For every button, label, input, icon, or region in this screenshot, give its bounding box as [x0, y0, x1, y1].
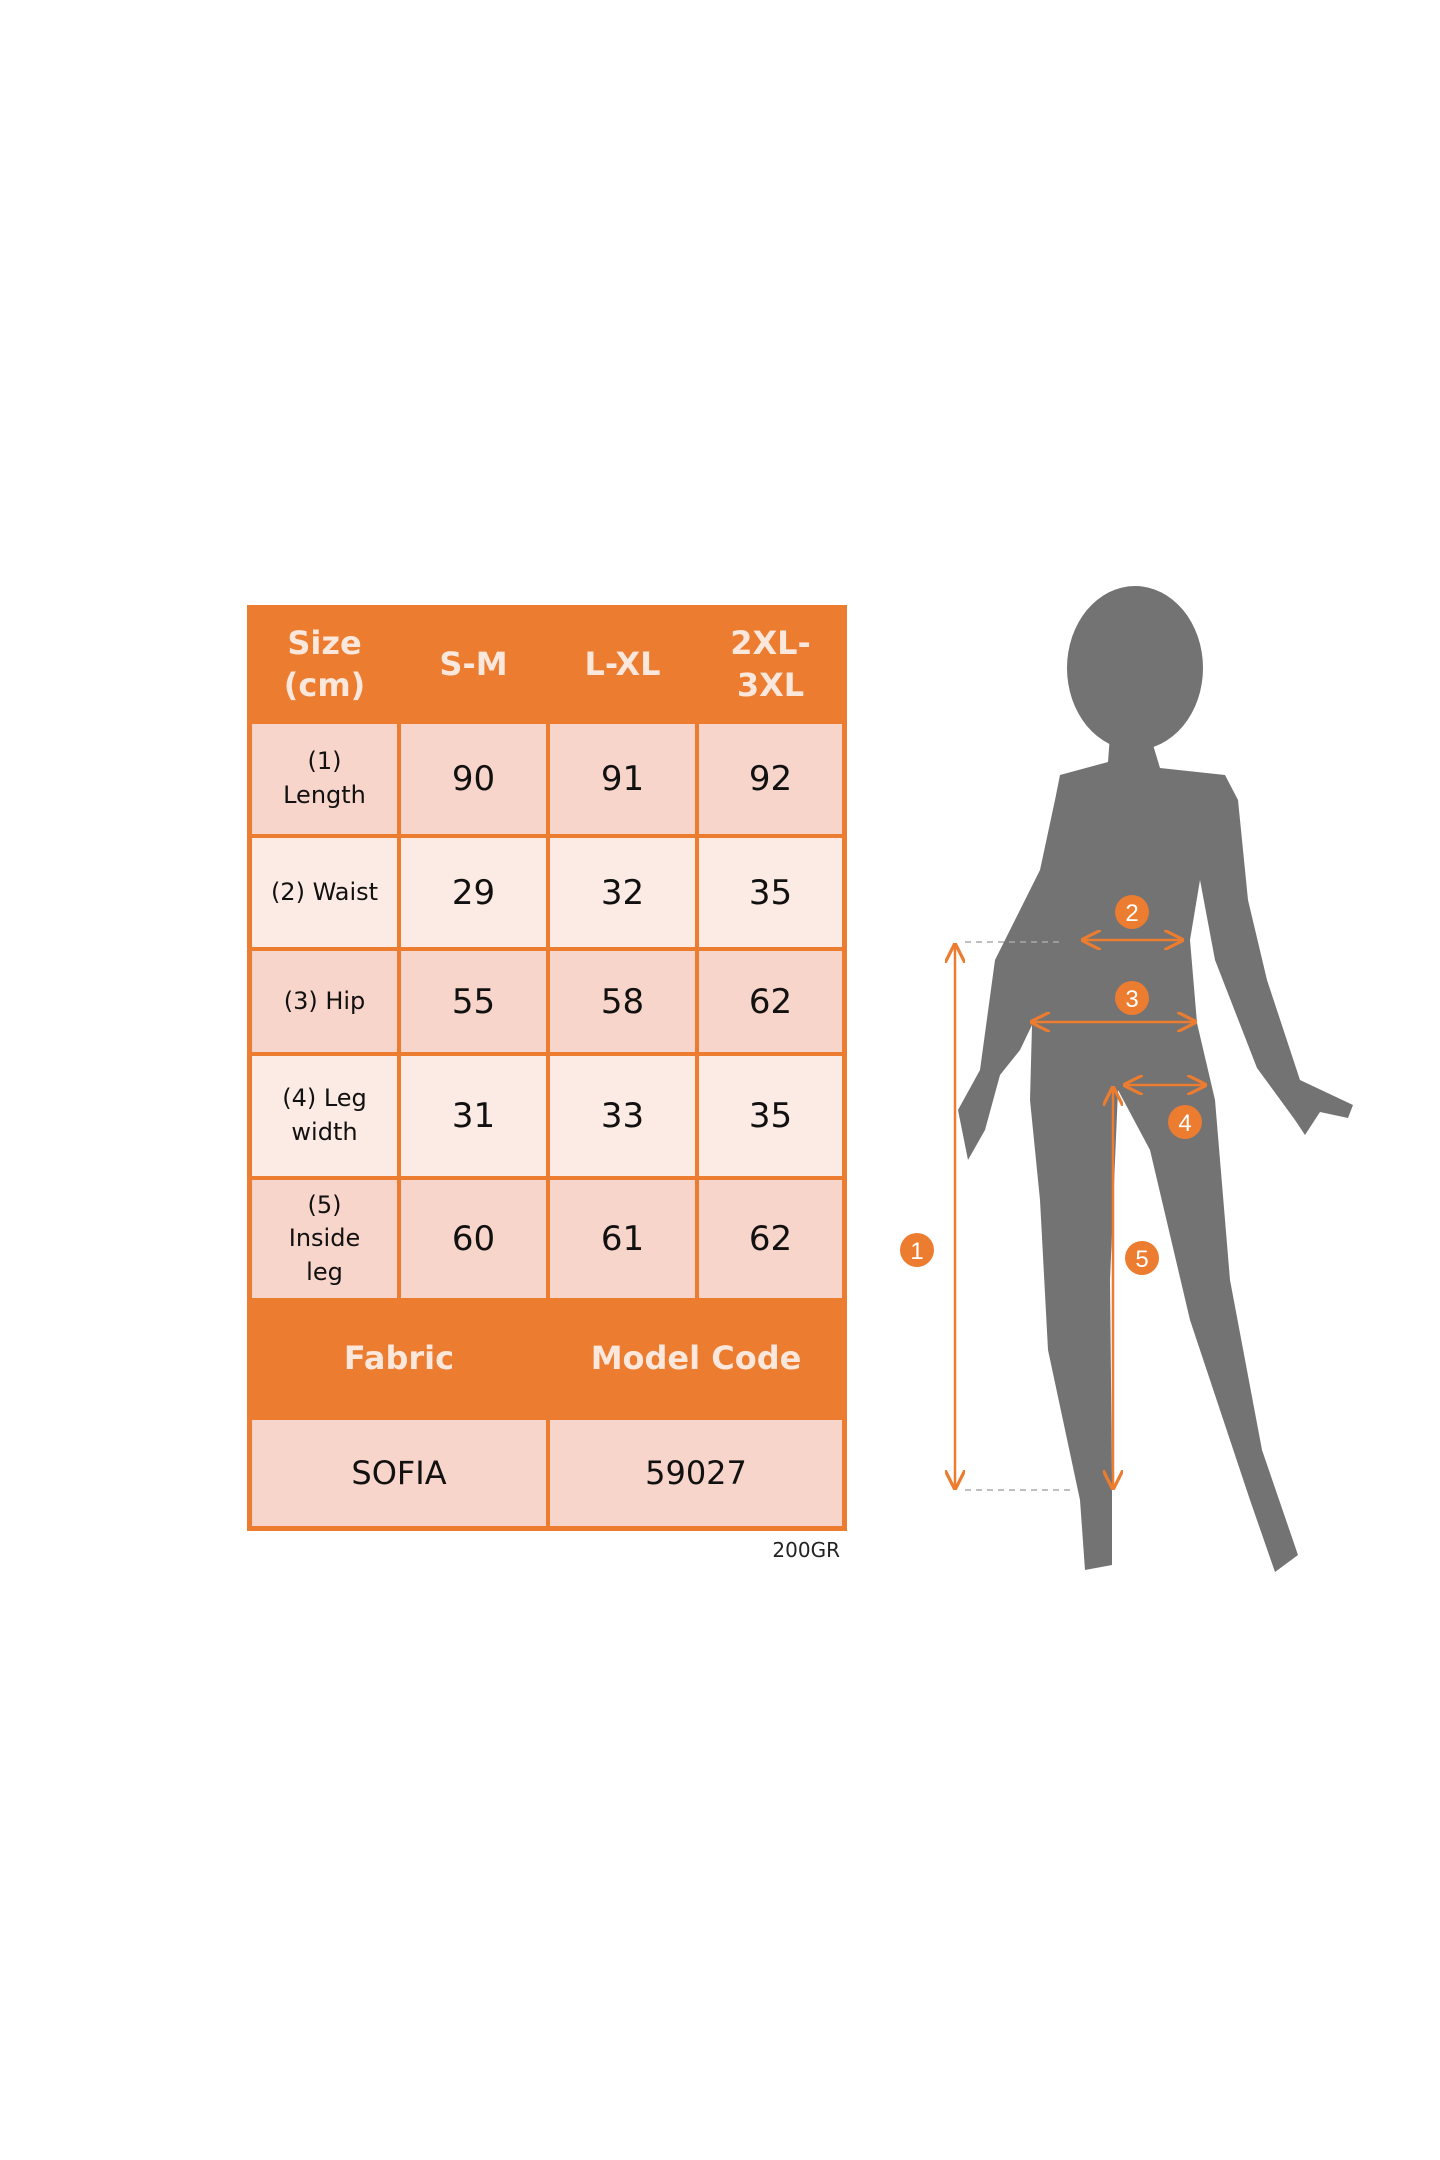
- model-code-header: Model Code: [548, 1300, 844, 1418]
- value-cell: 33: [548, 1054, 697, 1178]
- table-row: (5) Inside leg 60 61 62: [250, 1178, 844, 1300]
- value-cell: 58: [548, 949, 697, 1054]
- value-cell: 29: [399, 836, 548, 949]
- value-cell: 60: [399, 1178, 548, 1300]
- label-text: (4) Leg: [282, 1084, 367, 1113]
- marker-circle-3: [1115, 981, 1149, 1015]
- size-chart-table: Size (cm) S-M L-XL 2XL-3XL (1) Length 90 9…: [247, 605, 847, 1531]
- header-text: 2XL-3XL: [730, 624, 811, 704]
- marker-circle-4: [1168, 1105, 1202, 1139]
- row-label: (1) Length: [250, 722, 399, 836]
- model-code-value: 59027: [548, 1418, 844, 1528]
- header-text: Size: [287, 624, 362, 663]
- label-text: Length: [283, 781, 366, 809]
- header-2xl-3xl: 2XL-3XL: [697, 608, 844, 722]
- table-row: (4) Leg width 31 33 35: [250, 1054, 844, 1178]
- value-cell: 61: [548, 1178, 697, 1300]
- table-row: (3) Hip 55 58 62: [250, 949, 844, 1054]
- table-row: (1) Length 90 91 92: [250, 722, 844, 836]
- value-cell: 55: [399, 949, 548, 1054]
- header-s-m: S-M: [399, 608, 548, 722]
- value-cell: 62: [697, 1178, 844, 1300]
- marker-5: 5: [1135, 1246, 1148, 1273]
- row-label: (2) Waist: [250, 836, 399, 949]
- marker-circle-5: [1125, 1241, 1159, 1275]
- fabric-value: SOFIA: [250, 1418, 548, 1528]
- value-cell: 32: [548, 836, 697, 949]
- marker-circle-2: [1115, 895, 1149, 929]
- label-text: width: [291, 1118, 358, 1146]
- label-text: Inside: [288, 1224, 361, 1253]
- footer-values-row: SOFIA 59027: [250, 1418, 844, 1528]
- value-cell: 35: [697, 836, 844, 949]
- row-label: (3) Hip: [250, 949, 399, 1054]
- value-cell: 90: [399, 722, 548, 836]
- label-text: (5): [307, 1190, 342, 1219]
- silhouette-body: [958, 735, 1353, 1572]
- marker-3: 3: [1125, 986, 1138, 1013]
- row-label: (5) Inside leg: [250, 1178, 399, 1300]
- fabric-header: Fabric: [250, 1300, 548, 1418]
- value-cell: 91: [548, 722, 697, 836]
- body-silhouette: [958, 586, 1353, 1572]
- marker-2: 2: [1125, 900, 1138, 927]
- header-l-xl: L-XL: [548, 608, 697, 722]
- marker-circle-1: [900, 1233, 934, 1267]
- weight-note: 200GR: [772, 1538, 840, 1562]
- value-cell: 31: [399, 1054, 548, 1178]
- value-cell: 35: [697, 1054, 844, 1178]
- marker-4: 4: [1178, 1110, 1191, 1137]
- row-label: (4) Leg width: [250, 1054, 399, 1178]
- label-text: (1): [307, 747, 342, 776]
- value-cell: 92: [697, 722, 844, 836]
- silhouette-head: [1067, 586, 1203, 750]
- header-text: (cm): [283, 666, 366, 704]
- table-row: (2) Waist 29 32 35: [250, 836, 844, 949]
- value-cell: 62: [697, 949, 844, 1054]
- header-size: Size (cm): [250, 608, 399, 722]
- table-header-row: Size (cm) S-M L-XL 2XL-3XL: [250, 608, 844, 722]
- marker-1: 1: [910, 1238, 923, 1265]
- label-text: leg: [306, 1257, 343, 1286]
- footer-header-row: Fabric Model Code: [250, 1300, 844, 1418]
